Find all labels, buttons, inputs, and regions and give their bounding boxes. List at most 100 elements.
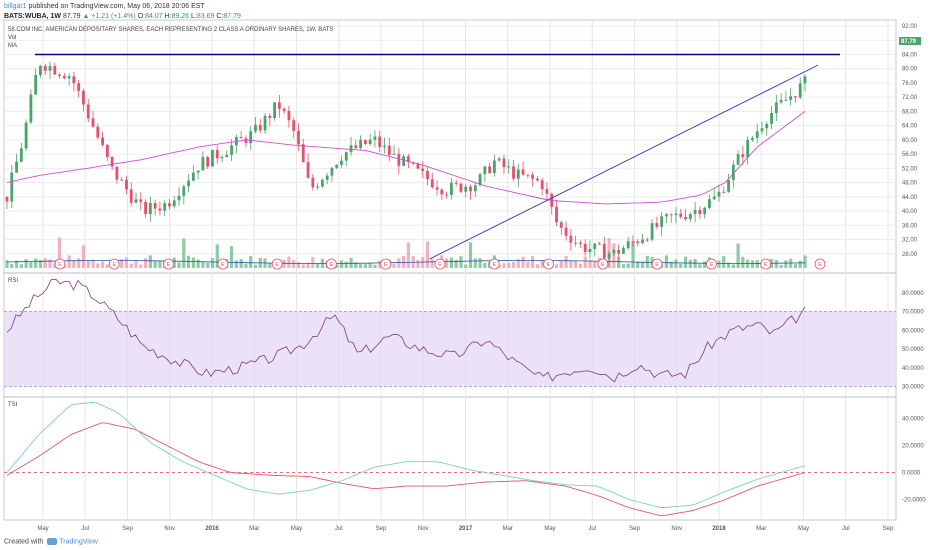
volume-bar [621, 264, 626, 268]
earnings-marker [651, 258, 663, 270]
volume-bar [67, 255, 71, 268]
earnings-marker [217, 258, 229, 270]
rsi-y-tick-label: 70.0000 [902, 310, 924, 316]
rsi-y-tick-label: 80.0000 [902, 291, 924, 297]
candle-body [306, 162, 310, 178]
x-tick-label: Sep [122, 526, 133, 532]
volume-bar [287, 256, 291, 268]
volume-bar [674, 259, 678, 268]
candle-body [669, 214, 673, 216]
volume-bar [14, 260, 19, 268]
candle-body [225, 154, 229, 158]
volume-bar [282, 259, 286, 268]
candle-body [134, 199, 138, 203]
y-tick-label: 48.00 [902, 181, 918, 187]
candle-body [263, 115, 267, 131]
candle-body [48, 66, 52, 71]
earnings-marker-label: E [492, 262, 496, 268]
earnings-marker-label: E [710, 262, 714, 268]
volume-bar [292, 260, 296, 268]
earnings-marker [108, 258, 120, 270]
volume-bar [311, 257, 315, 268]
tsi-series-line [6, 422, 806, 517]
volume-bar [301, 264, 305, 268]
volume-bar [77, 258, 81, 268]
candle-body [187, 180, 190, 187]
x-tick-label: May [798, 526, 809, 532]
volume-bar [177, 262, 181, 268]
candle-body [368, 139, 372, 145]
candle-body [483, 166, 487, 175]
ohlc-line: BATS:WUBA, 1W 87.79 ▲ +1.21 (+1.4%) O:84… [4, 12, 241, 22]
volume-bar [535, 264, 540, 268]
earnings-marker-label: E [275, 262, 279, 268]
candle-body [507, 166, 511, 168]
candle-body [607, 253, 611, 259]
y-tick-label: 32.00 [902, 238, 918, 244]
candle-body [320, 179, 324, 187]
volume-bar [81, 245, 86, 268]
tradingview-link[interactable]: TradingView [59, 538, 98, 546]
y-tick-label: 80.00 [902, 67, 918, 73]
x-tick-label: Nov [418, 526, 429, 532]
candle-body [693, 209, 697, 215]
volume-bar [24, 259, 28, 268]
volume-bar [755, 260, 759, 268]
candle-body [24, 122, 28, 149]
candle-body [421, 168, 425, 172]
rsi-band [4, 311, 896, 387]
candle-body [115, 166, 119, 180]
candle-body [287, 110, 291, 121]
candle-body [129, 189, 133, 203]
candle-body [684, 216, 687, 220]
volume-bar [368, 263, 372, 268]
candle-body [445, 194, 449, 196]
volume-bar [124, 257, 129, 268]
candle-body [230, 145, 233, 155]
candle-body [746, 139, 750, 158]
candle-body [559, 222, 563, 228]
volume-bar [244, 263, 248, 268]
candle-body [488, 166, 492, 173]
volume-bar [148, 255, 152, 268]
volume-bar [206, 262, 210, 268]
volume-bar [554, 264, 559, 268]
candle-body [340, 160, 343, 165]
x-tick-label: Sep [883, 526, 894, 532]
tsi-y-tick-label: 20.0000 [902, 443, 924, 449]
earnings-marker [434, 258, 446, 270]
volume-bar [578, 263, 583, 268]
candle-body [650, 223, 654, 240]
candle-body [172, 200, 176, 207]
candle-body [273, 102, 276, 118]
candle-body [674, 213, 678, 216]
volume-bar [679, 263, 683, 268]
volume-bar [43, 258, 47, 268]
price-pane-title: 58.COM INC, AMERICAN DEPOSITARY SHARES, … [8, 27, 333, 33]
volume-bar [774, 260, 778, 268]
y-tick-label: 60.00 [902, 138, 918, 144]
candle-body [62, 75, 66, 79]
earnings-marker-label: E [655, 262, 659, 268]
candle-body [803, 76, 807, 84]
candle-body [688, 214, 692, 220]
volume-bar [57, 237, 62, 268]
candle-body [602, 243, 606, 259]
candle-body [569, 235, 573, 243]
earnings-marker-label: E [112, 262, 116, 268]
publish-text: published on TradingView.com, May 06, 20… [28, 3, 205, 10]
candle-body [5, 196, 9, 202]
volume-bar [402, 255, 406, 268]
candle-body [354, 145, 358, 149]
moving-average-line [6, 111, 806, 205]
candle-body [67, 76, 71, 79]
author-link[interactable]: billgar1 [4, 3, 27, 10]
volume-bar [526, 261, 530, 268]
candle-body [406, 156, 410, 163]
candle-body [325, 175, 329, 180]
volume-bar [359, 264, 363, 268]
volume-bar [425, 241, 430, 268]
candle-body [459, 183, 463, 192]
volume-bar [583, 256, 587, 268]
